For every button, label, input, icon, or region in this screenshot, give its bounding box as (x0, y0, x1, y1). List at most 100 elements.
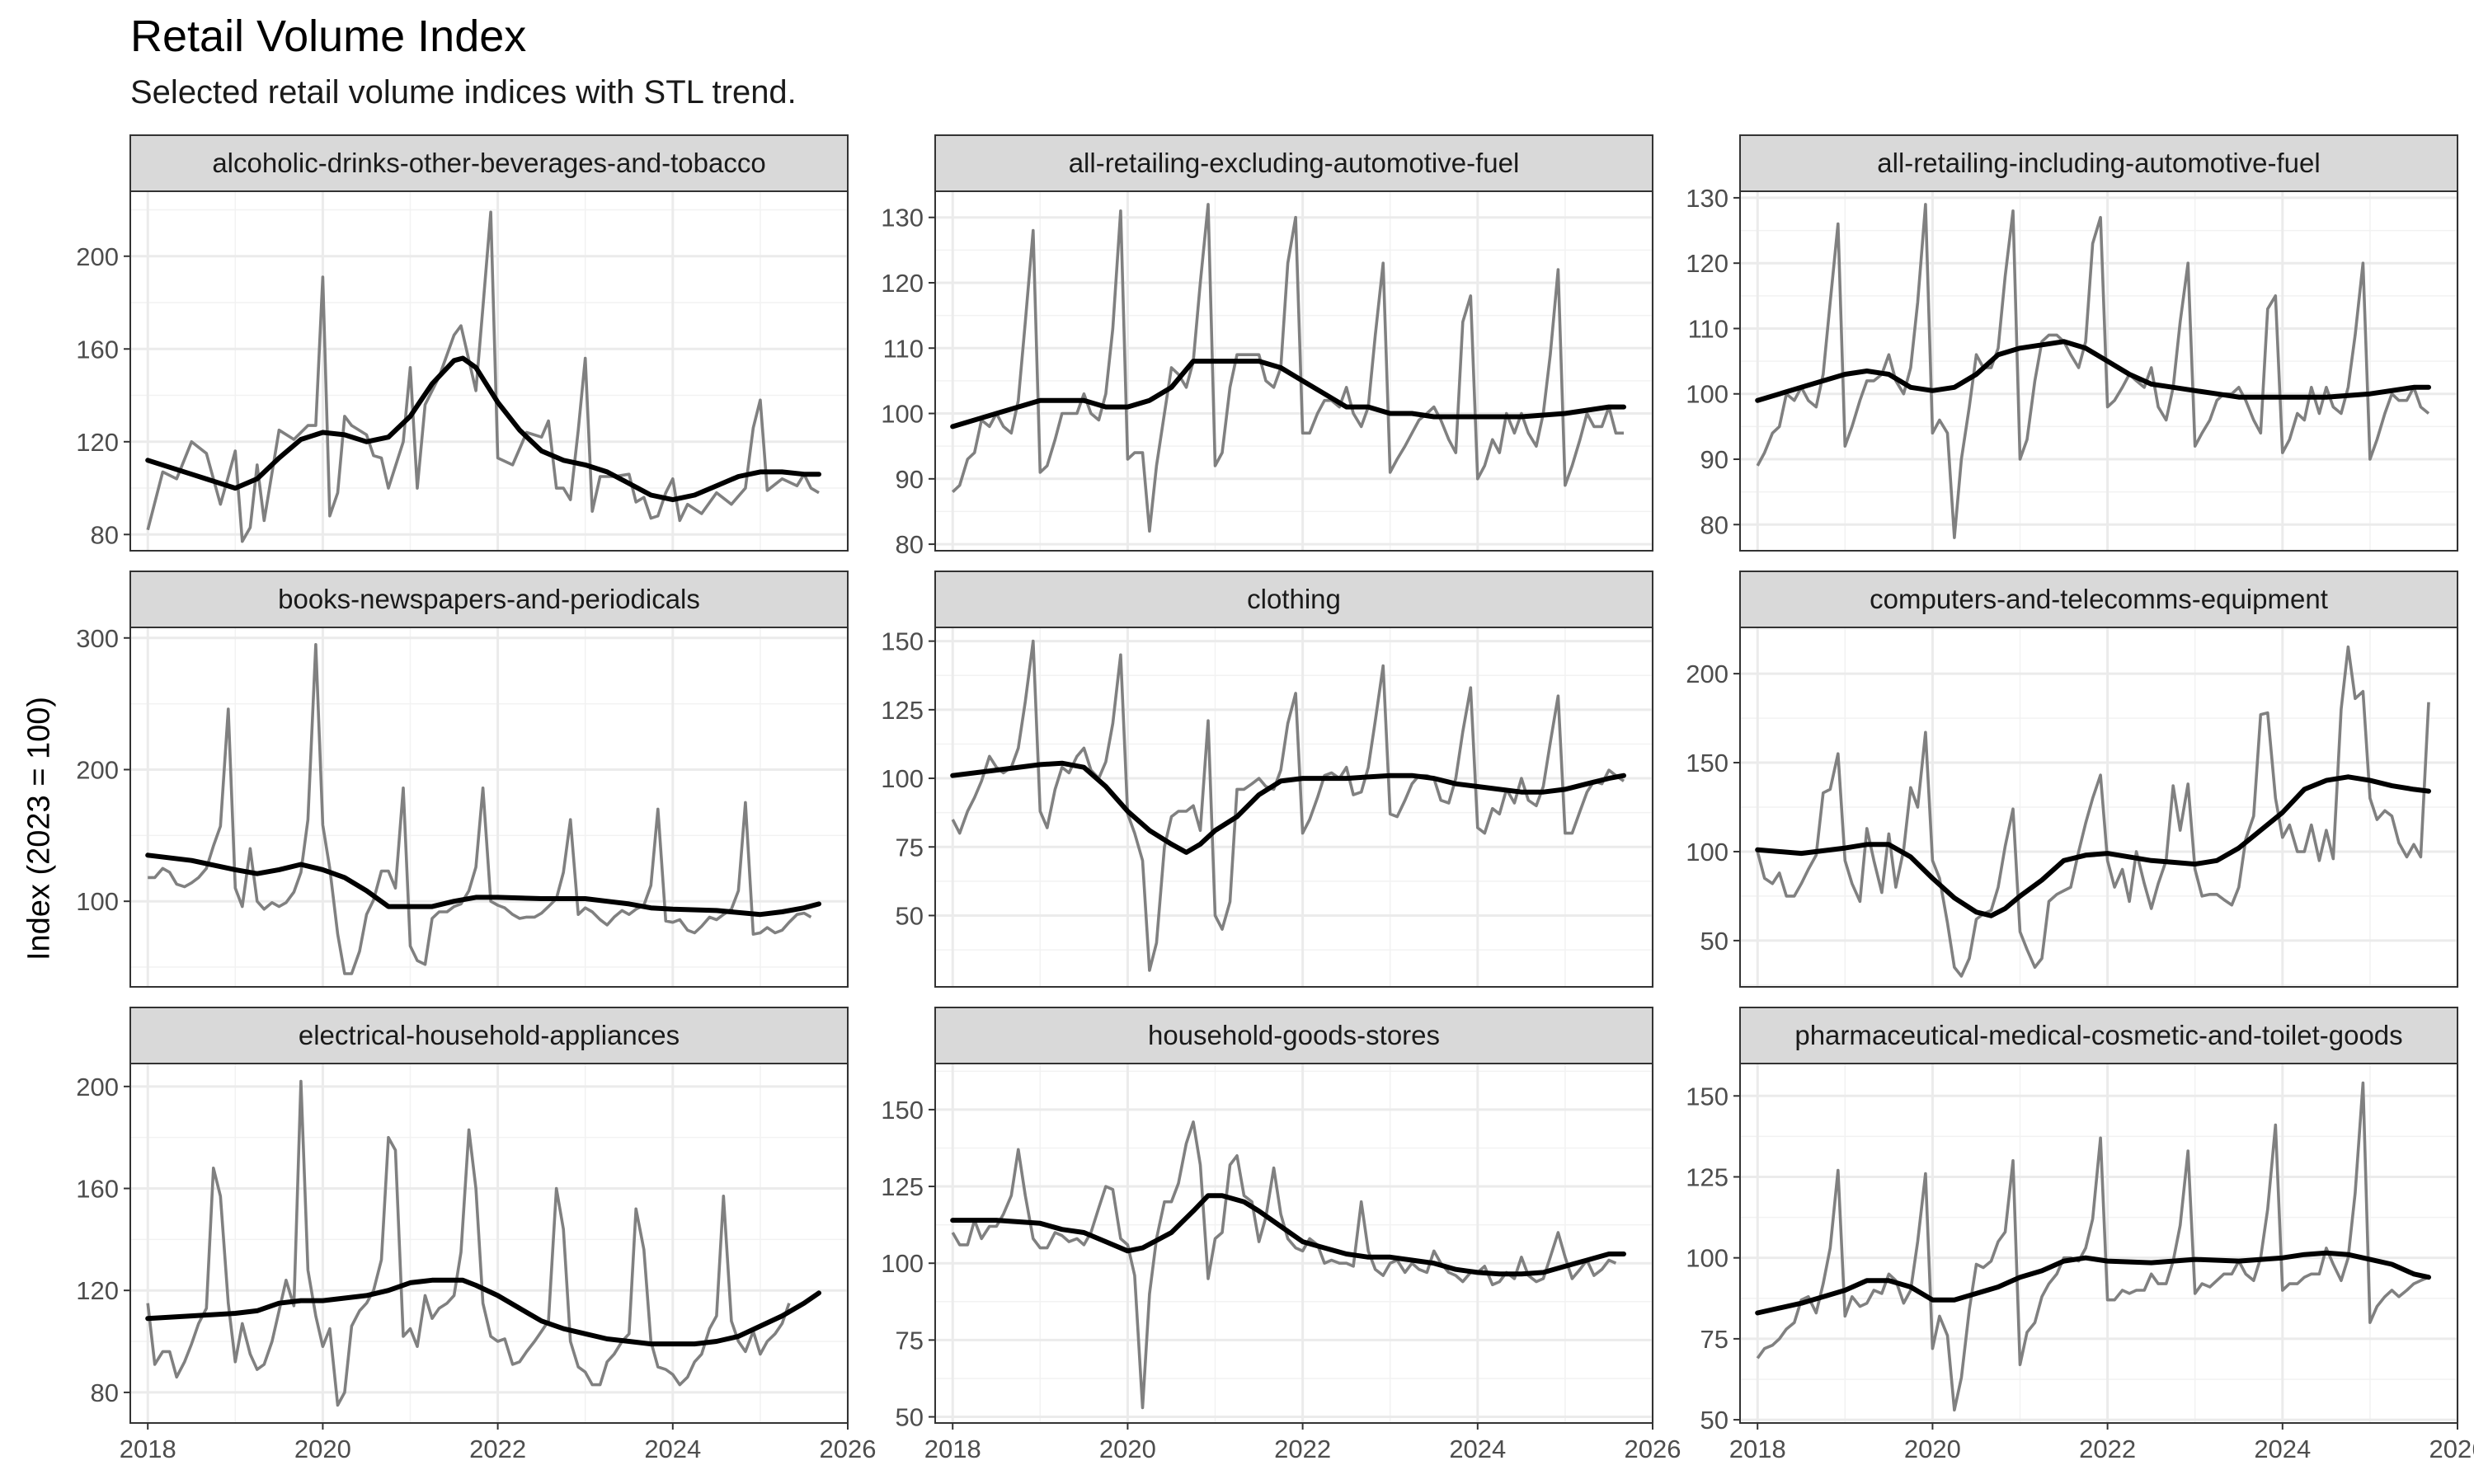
facet-panel-books-newspapers-and-periodicals: books-newspapers-and-periodicals 100 200 30… (76, 571, 849, 988)
facet-panel-household-goods-stores: household-goods-stores 50 75 100 125 150 2018 2… (881, 1007, 1681, 1463)
y-tick-label: 100 (1686, 838, 1729, 866)
facet-strip-label: electrical-household-appliances (299, 1020, 680, 1050)
panel-border (129, 1063, 849, 1424)
y-tick-label: 75 (1700, 1325, 1729, 1354)
y-tick-label: 200 (76, 1073, 119, 1101)
y-tick-label: 160 (76, 335, 119, 364)
facet-strip-label: computers-and-telecomms-equipment (1870, 584, 2328, 614)
facet-strip-label: books-newspapers-and-periodicals (278, 584, 700, 614)
y-tick-label: 130 (1686, 184, 1729, 213)
y-tick-label: 50 (896, 1403, 924, 1432)
facet-strip-label: pharmaceutical-medical-cosmetic-and-toil… (1794, 1020, 2402, 1050)
stl-trend-line (145, 852, 821, 918)
y-tick-label: 150 (1686, 1082, 1729, 1111)
y-tick-label: 120 (881, 269, 924, 298)
x-tick-label: 2020 (1904, 1435, 1961, 1463)
raw-series-line (1756, 645, 2430, 978)
panel-background (935, 191, 1653, 551)
y-tick-label: 75 (896, 1326, 924, 1355)
raw-series-line (148, 642, 812, 975)
y-tick-label: 100 (881, 1249, 924, 1278)
x-tick-label: 2022 (1274, 1435, 1331, 1463)
panel-border (934, 1063, 1653, 1424)
panel-background (935, 627, 1653, 987)
y-tick-label: 100 (1686, 1244, 1729, 1273)
facet-panel-all-retailing-excluding-automotive-fuel: all-retailing-excluding-automotive-fuel 8… (881, 134, 1654, 559)
panel-border (129, 190, 849, 552)
facet-panel-alcoholic-drinks-other-beverages-and-tobacco: alcoholic-drinks-other-beverages-and-tob… (76, 134, 849, 552)
x-tick-label: 2022 (2079, 1435, 2136, 1463)
y-tick-label: 150 (881, 627, 924, 656)
y-tick-label: 110 (1688, 314, 1729, 343)
facet-panel-electrical-household-appliances: electrical-household-appliances 80 120 160 2… (76, 1007, 876, 1463)
x-tick-label: 2022 (469, 1435, 526, 1463)
x-tick-label: 2018 (120, 1435, 176, 1463)
y-tick-label: 100 (76, 887, 119, 916)
panel-border (129, 627, 849, 988)
y-tick-label: 125 (1686, 1162, 1729, 1191)
facet-strip-label: alcoholic-drinks-other-beverages-and-tob… (212, 148, 765, 178)
y-tick-label: 300 (76, 624, 119, 653)
y-tick-label: 100 (881, 764, 924, 793)
x-tick-label: 2020 (1099, 1435, 1156, 1463)
y-tick-label: 80 (896, 530, 924, 559)
raw-series-line (951, 639, 1625, 972)
panel-background (130, 1064, 848, 1423)
panel-background (1740, 1064, 2458, 1423)
x-tick-label: 2024 (644, 1435, 701, 1463)
y-tick-label: 100 (1686, 380, 1729, 409)
x-tick-label: 2026 (2429, 1435, 2474, 1463)
x-tick-label: 2018 (1729, 1435, 1786, 1463)
y-tick-label: 50 (1700, 927, 1729, 956)
panel-background (130, 627, 848, 987)
stl-trend-line (1755, 774, 2431, 918)
panel-border (934, 190, 1653, 552)
raw-series-line (146, 210, 820, 543)
stl-trend-line (1755, 1250, 2431, 1316)
y-tick-label: 90 (896, 465, 924, 494)
y-tick-label: 80 (1700, 510, 1729, 539)
y-tick-label: 100 (881, 400, 924, 429)
raw-series-line (951, 203, 1624, 533)
x-tick-label: 2018 (924, 1435, 981, 1463)
chart-title: Retail Volume Index (130, 12, 527, 61)
x-tick-label: 2026 (1625, 1435, 1681, 1463)
facet-strip (934, 1007, 1653, 1064)
facet-strip-label: clothing (1247, 584, 1341, 614)
y-tick-label: 50 (1700, 1406, 1729, 1435)
y-tick-label: 150 (1686, 749, 1729, 777)
facet-strip (934, 134, 1653, 192)
y-tick-label: 200 (76, 755, 119, 784)
x-tick-label: 2024 (2254, 1435, 2311, 1463)
stl-trend-line (950, 359, 1626, 430)
x-tick-label: 2020 (294, 1435, 351, 1463)
y-tick-label: 75 (896, 833, 924, 862)
y-tick-label: 125 (881, 1172, 924, 1201)
stl-trend-line (1755, 339, 2431, 403)
facet-strip-label: household-goods-stores (1148, 1020, 1440, 1050)
stl-trend-line (145, 355, 821, 503)
y-tick-label: 120 (1686, 249, 1729, 278)
facet-strip-label: all-retailing-including-automotive-fuel (1877, 148, 2320, 178)
y-tick-label: 200 (76, 242, 119, 271)
panel-border (1739, 190, 2458, 552)
facet-strip (1739, 571, 2458, 628)
facet-strip (129, 1007, 849, 1064)
facet-strip-label: all-retailing-excluding-automotive-fuel (1069, 148, 1520, 178)
panel-background (935, 1064, 1653, 1423)
x-tick-label: 2026 (820, 1435, 877, 1463)
y-tick-label: 120 (76, 1276, 119, 1305)
y-tick-label: 200 (1686, 660, 1729, 688)
y-tick-label: 125 (881, 696, 924, 725)
raw-series-line (146, 1079, 791, 1407)
facet-strip (1739, 1007, 2458, 1064)
chart-subtitle: Selected retail volume indices with STL … (130, 74, 797, 110)
raw-series-line (1756, 203, 2430, 539)
panel-border (934, 627, 1653, 988)
y-tick-label: 80 (91, 1378, 119, 1407)
raw-series-line (1756, 1081, 2429, 1412)
y-tick-label: 160 (76, 1175, 119, 1204)
stl-trend-line (950, 1193, 1626, 1277)
facet-strip (1739, 134, 2458, 192)
y-tick-label: 120 (76, 428, 119, 457)
